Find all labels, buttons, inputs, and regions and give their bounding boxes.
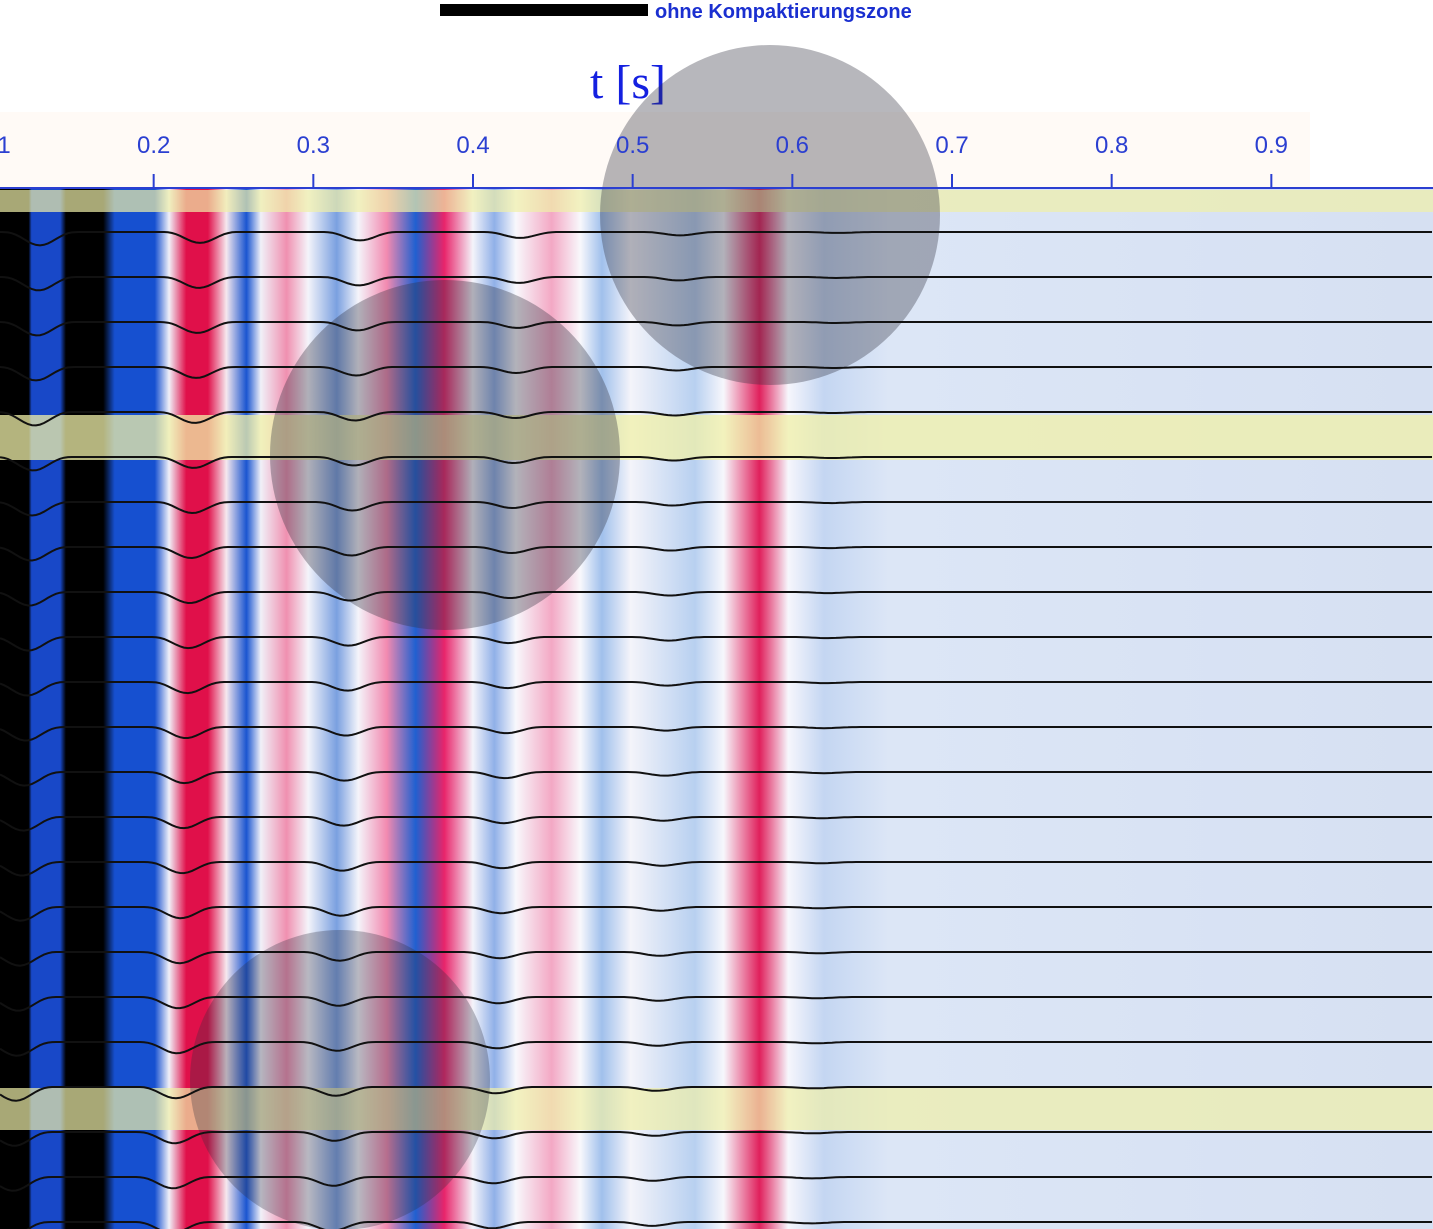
trace [0,906,1432,922]
trace [0,816,1432,832]
trace [26,1221,1432,1229]
trace [0,321,1432,337]
trace [0,681,1432,697]
trace [0,771,1432,787]
x-tick-label: 0.5 [616,132,649,159]
x-tick-label: 0.2 [137,132,170,159]
trace [0,501,1432,517]
x-tick-label: 0.6 [776,132,809,159]
highlight-circle [190,930,490,1229]
trace [0,366,1432,382]
x-tick-label: 0.1 [0,132,11,159]
traces [0,231,1432,1229]
x-tick-label: 0.9 [1255,132,1288,159]
x-tick-label: 0.3 [297,132,330,159]
highlight-circle [270,280,620,630]
trace [0,231,1432,247]
highlight-band [0,415,1433,460]
axis-title: t [s] [590,56,666,109]
legend-label: ohne Kompaktierungszone [655,1,912,23]
trace [0,276,1432,292]
trace [0,861,1432,877]
trace [0,1176,1432,1192]
highlight-band [0,190,1433,212]
trace [0,591,1432,607]
trace [0,456,1432,472]
trace [0,411,1432,427]
highlight-band [0,1088,1433,1130]
trace [0,546,1432,562]
x-tick-label: 0.8 [1095,132,1128,159]
x-tick-label: 0.7 [935,132,968,159]
trace [0,726,1432,742]
highlight-circle [600,45,940,385]
plot-background [0,188,1433,1229]
trace [0,1086,1432,1102]
axis-background [0,112,1310,188]
trace [0,1131,1432,1147]
trace [0,996,1432,1012]
trace [0,636,1432,652]
trace [0,951,1432,967]
trace [0,1041,1432,1057]
x-tick-label: 0.4 [456,132,489,159]
